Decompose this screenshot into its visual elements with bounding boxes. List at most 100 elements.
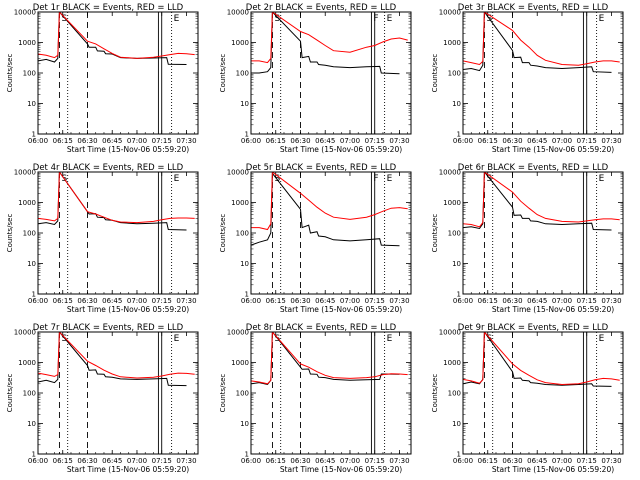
chart-panel-7: Det 7r BLACK = Events, RED = LLD 06:00 06:… bbox=[6, 323, 199, 474]
plot-frame bbox=[462, 11, 624, 135]
y-tick-label: 1 bbox=[457, 451, 461, 459]
y-tick-label: 1 bbox=[245, 291, 249, 299]
x-tick-label: 07:30 bbox=[176, 137, 196, 145]
x-tick-label: 06:45 bbox=[527, 297, 547, 305]
y-tick-label: 100 bbox=[23, 230, 36, 238]
x-tick-label: 06:00 bbox=[241, 457, 261, 465]
x-axis-label: Start Time (15-Nov-06 05:59:20) bbox=[280, 305, 402, 314]
series-line-events bbox=[38, 12, 187, 65]
x-tick-label: 06:30 bbox=[502, 297, 522, 305]
x-tick-label: 06:15 bbox=[53, 297, 73, 305]
x-tick-label: 06:45 bbox=[315, 297, 335, 305]
x-tick-label: 07:30 bbox=[389, 297, 409, 305]
x-tick-label: 06:15 bbox=[266, 137, 286, 145]
x-tick-label: 07:30 bbox=[176, 457, 196, 465]
x-tick-label: 07:00 bbox=[552, 297, 572, 305]
series-line-lld bbox=[463, 172, 620, 228]
y-axis-label: Counts/sec bbox=[219, 54, 227, 93]
chart-title: Det 9r BLACK = Events, RED = LLD bbox=[458, 323, 609, 333]
x-tick-label: 06:30 bbox=[77, 297, 97, 305]
chart-panel-8: Det 8r BLACK = Events, RED = LLD 06:00 06:… bbox=[219, 323, 412, 474]
x-tick-label: 06:45 bbox=[102, 457, 122, 465]
y-tick-label: 100 bbox=[236, 70, 249, 78]
event-marker-label: E bbox=[387, 14, 393, 24]
event-marker-label: S bbox=[61, 334, 67, 344]
y-tick-label: 1000 bbox=[443, 359, 461, 367]
x-tick-label: 06:15 bbox=[266, 457, 286, 465]
x-tick-label: 07:00 bbox=[127, 457, 147, 465]
chart-title: Det 8r BLACK = Events, RED = LLD bbox=[246, 323, 397, 333]
x-tick-label: 07:30 bbox=[389, 457, 409, 465]
y-tick-label: 10 bbox=[452, 420, 461, 428]
x-tick-label: 06:45 bbox=[315, 137, 335, 145]
series-line-events bbox=[463, 172, 612, 231]
chart-panel-5: Det 5r BLACK = Events, RED = LLD 06:00 06:… bbox=[219, 163, 412, 314]
series-line-lld bbox=[38, 332, 195, 379]
plot-frame bbox=[250, 171, 412, 295]
x-axis-label: Start Time (15-Nov-06 05:59:20) bbox=[67, 145, 189, 154]
chart-panel-3: Det 3r BLACK = Events, RED = LLD 06:00 06:… bbox=[431, 3, 624, 154]
x-tick-label: 06:15 bbox=[53, 137, 73, 145]
event-marker-label: S bbox=[61, 14, 67, 24]
x-tick-label: 07:15 bbox=[365, 137, 385, 145]
x-tick-label: 07:00 bbox=[340, 297, 360, 305]
series-line-lld bbox=[251, 332, 408, 385]
x-tick-label: 06:45 bbox=[102, 137, 122, 145]
series-line-lld bbox=[38, 172, 195, 224]
event-marker-label: F bbox=[373, 174, 378, 184]
chart-panel-4: Det 4r BLACK = Events, RED = LLD 06:00 06:… bbox=[6, 163, 199, 314]
x-tick-label: 06:00 bbox=[453, 297, 473, 305]
x-tick-label: 07:15 bbox=[152, 297, 172, 305]
x-tick-label: 06:00 bbox=[28, 297, 48, 305]
series-line-lld bbox=[251, 12, 408, 64]
chart-panel-1: Det 1r BLACK = Events, RED = LLD 06:00 06:… bbox=[6, 3, 199, 154]
y-tick-label: 10000 bbox=[227, 169, 249, 177]
chart-panel-9: Det 9r BLACK = Events, RED = LLD 06:00 06:… bbox=[431, 323, 624, 474]
plot-frame bbox=[37, 331, 199, 455]
chart-panel-6: Det 6r BLACK = Events, RED = LLD 06:00 06:… bbox=[431, 163, 624, 314]
chart-title: Det 3r BLACK = Events, RED = LLD bbox=[458, 3, 609, 13]
plot-frame bbox=[37, 11, 199, 135]
chart-title: Det 4r BLACK = Events, RED = LLD bbox=[33, 163, 184, 173]
y-tick-label: 1 bbox=[32, 291, 36, 299]
x-tick-label: 07:00 bbox=[127, 297, 147, 305]
x-tick-label: 06:30 bbox=[77, 457, 97, 465]
chart-title: Det 2r BLACK = Events, RED = LLD bbox=[246, 3, 397, 13]
y-tick-label: 100 bbox=[23, 390, 36, 398]
x-tick-label: 06:15 bbox=[478, 457, 498, 465]
y-tick-label: 100 bbox=[236, 230, 249, 238]
y-tick-label: 10 bbox=[27, 420, 36, 428]
x-tick-label: 06:30 bbox=[77, 137, 97, 145]
event-marker-label: E bbox=[174, 174, 180, 184]
y-axis-label: Counts/sec bbox=[431, 374, 439, 413]
y-tick-label: 10 bbox=[240, 100, 249, 108]
x-tick-label: 06:45 bbox=[102, 297, 122, 305]
y-tick-label: 1000 bbox=[231, 39, 249, 47]
event-marker-label: E bbox=[387, 174, 393, 184]
event-marker-label: E bbox=[387, 334, 393, 344]
series-line-lld bbox=[251, 172, 408, 231]
x-tick-label: 06:15 bbox=[478, 137, 498, 145]
x-tick-label: 07:00 bbox=[127, 137, 147, 145]
y-tick-label: 10 bbox=[240, 260, 249, 268]
y-tick-label: 1000 bbox=[18, 39, 36, 47]
series-line-lld bbox=[38, 12, 195, 59]
x-tick-label: 06:30 bbox=[502, 457, 522, 465]
y-axis-label: Counts/sec bbox=[6, 54, 14, 93]
plot-frame bbox=[250, 331, 412, 455]
x-axis-label: Start Time (15-Nov-06 05:59:20) bbox=[492, 145, 614, 154]
y-tick-label: 1000 bbox=[443, 199, 461, 207]
y-tick-label: 100 bbox=[448, 390, 461, 398]
event-marker-label: E bbox=[174, 14, 180, 24]
event-marker-label: F bbox=[373, 14, 378, 24]
y-tick-label: 100 bbox=[448, 230, 461, 238]
y-tick-label: 10 bbox=[452, 100, 461, 108]
x-tick-label: 07:00 bbox=[340, 137, 360, 145]
x-tick-label: 07:15 bbox=[152, 457, 172, 465]
x-tick-label: 07:15 bbox=[577, 297, 597, 305]
chart-title: Det 1r BLACK = Events, RED = LLD bbox=[33, 3, 184, 13]
y-tick-label: 1000 bbox=[443, 39, 461, 47]
y-tick-label: 10000 bbox=[439, 9, 461, 17]
series-line-events bbox=[251, 172, 400, 247]
x-axis-label: Start Time (15-Nov-06 05:59:20) bbox=[67, 305, 189, 314]
